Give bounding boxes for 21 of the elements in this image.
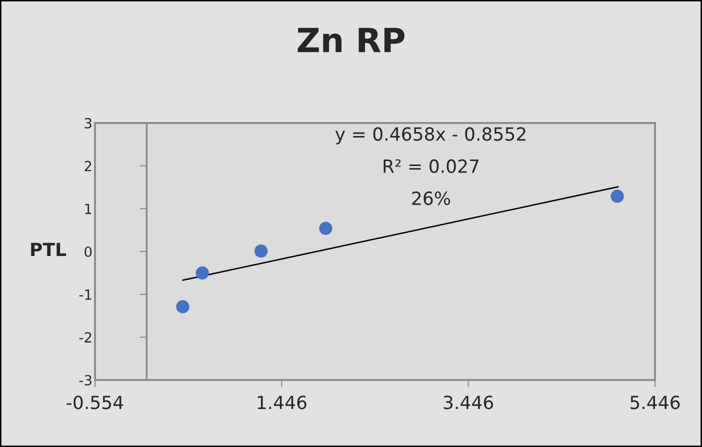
y-tick-label: 0 (84, 246, 92, 257)
y-tick-label: -1 (79, 289, 92, 300)
y-tick-label: -2 (79, 332, 92, 342)
y-tick-label: 3 (84, 118, 92, 128)
y-tick-label: -3 (79, 374, 92, 386)
y-axis-title: PTL (31, 242, 66, 256)
point (319, 222, 332, 235)
point (254, 244, 268, 258)
point (196, 266, 209, 280)
chart-title: Zn RP (298, 28, 404, 52)
annotation: 26% (412, 191, 450, 206)
point (610, 190, 624, 203)
x-tick-label: 5.446 (630, 396, 680, 410)
point (176, 300, 190, 314)
x-tick-label: -0.554 (66, 396, 124, 410)
x-tick-label: 1.446 (258, 396, 306, 410)
annotation: y = 0.4658x - 0.8552 (335, 127, 526, 144)
y-tick-label: 2 (84, 160, 92, 172)
annotation: R² = 0.027 (384, 159, 478, 173)
y-tick-label: 1 (85, 204, 92, 214)
x-tick-label: 3.446 (444, 396, 494, 410)
